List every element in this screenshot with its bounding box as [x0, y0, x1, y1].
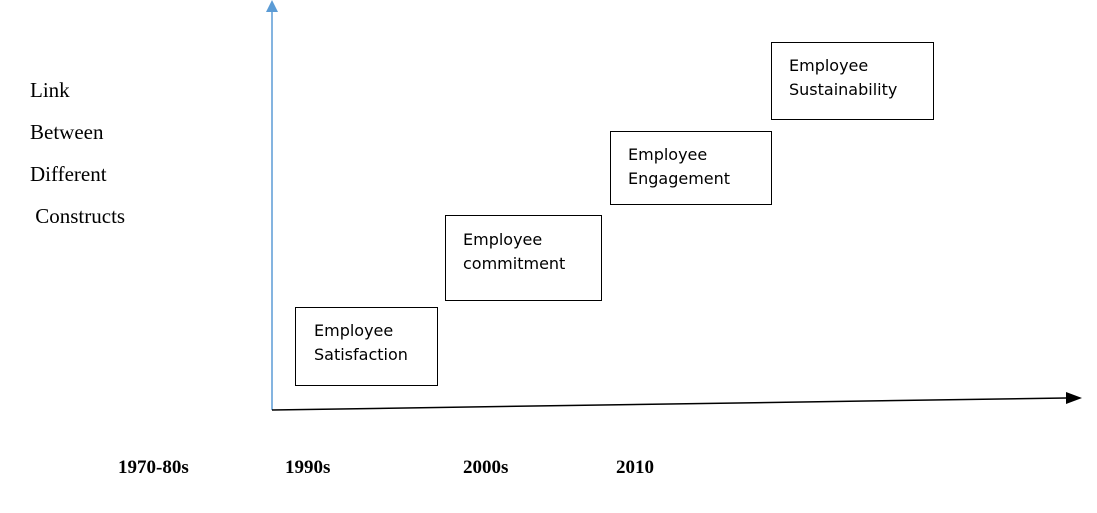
stage-box-satisfaction: Employee Satisfaction [295, 307, 438, 386]
stage-box-line: Engagement [628, 169, 731, 188]
y-axis-label-line: Link [30, 78, 70, 102]
x-axis-line [271, 397, 1067, 411]
stage-box-commitment: Employee commitment [445, 215, 602, 301]
y-axis-label-line: Between [30, 120, 104, 144]
stage-box-line: Employee [463, 230, 543, 249]
stage-box-line: Employee [789, 56, 869, 75]
stage-box-sustainability: Employee Sustainability [771, 42, 934, 120]
stage-box-engagement: Employee Engagement [610, 131, 772, 205]
x-axis-arrowhead [1066, 392, 1082, 404]
period-label: 2010 [616, 457, 654, 478]
stage-box-line: Employee [314, 321, 394, 340]
period-label: 1970-80s [118, 457, 189, 478]
stage-box-line: Employee [628, 145, 708, 164]
period-label: 1990s [285, 457, 331, 478]
y-axis-label-line: Different [30, 162, 107, 186]
period-label: 2000s [463, 457, 509, 478]
y-axis-label-line: Constructs [30, 204, 126, 228]
y-axis-arrowhead [266, 0, 278, 12]
stage-box-line: Satisfaction [314, 345, 408, 364]
stage-box-line: commitment [463, 254, 566, 273]
stage-box-line: Sustainability [789, 80, 898, 99]
